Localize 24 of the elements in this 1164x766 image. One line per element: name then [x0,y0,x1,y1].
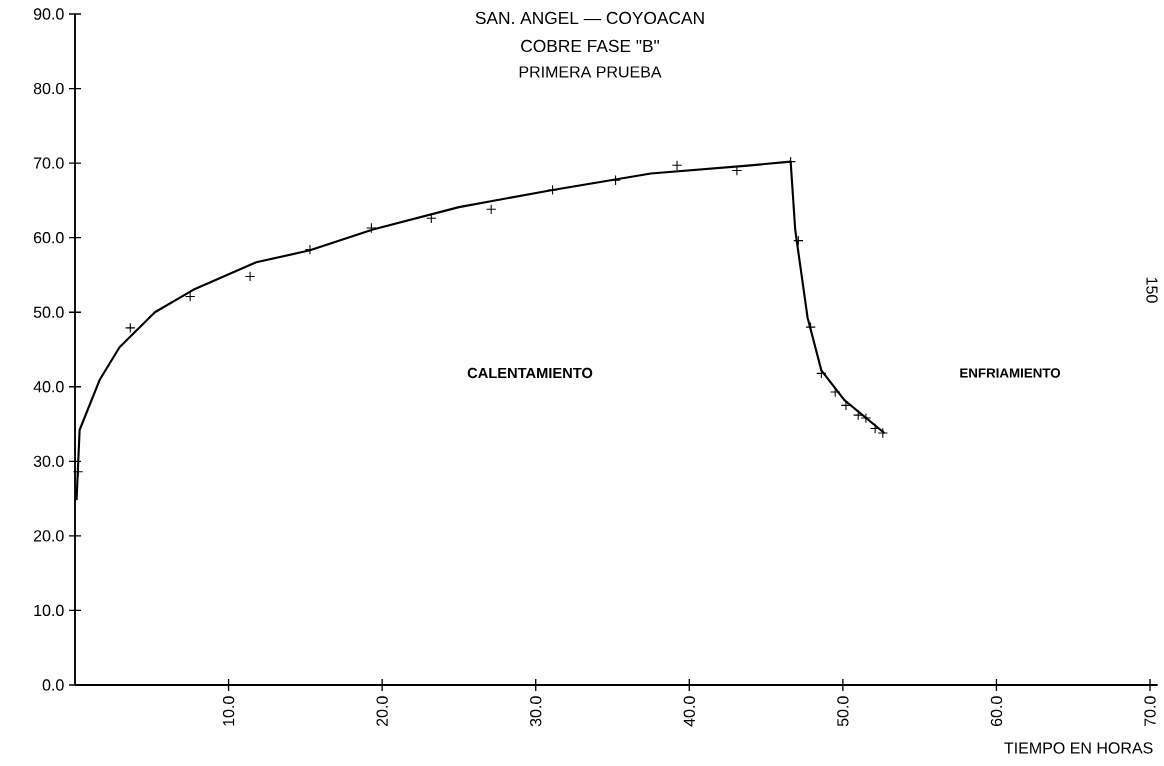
x-tick-label: 60.0 [990,696,1003,727]
y-tick-label: 10.0 [34,604,64,617]
y-tick-label: 40.0 [33,381,64,393]
x-axis-title: TIEMPO EN HORAS [1004,742,1153,754]
annotation: ENFRIAMIENTO [960,368,1061,378]
annotation: PRIMERA PRUEBA [519,66,662,78]
annotation: CALENTAMIENTO [467,367,593,379]
text: COBRE FASE "B" [521,39,659,53]
x-tick-label: 40.0 [683,696,695,727]
y-tick-label: 90.0 [33,8,64,20]
x-tick-label: 50.0 [837,696,849,727]
x-tick-label: 70.0 [1144,696,1156,727]
chart-title: SAN. ANGEL — COYOACAN [475,11,704,25]
x-tick-label: 20.0 [376,696,388,727]
y-tick-label: 70.0 [33,157,64,169]
y-tick-label: 60.0 [33,232,64,244]
y-tick-label: 30.0 [33,455,64,467]
x-tick-label: 30.0 [530,696,542,727]
y-tick-label: 50.0 [33,306,64,318]
annotation: 150 [1146,277,1158,303]
y-tick-label: 0.0 [42,679,64,691]
x-tick-label: 10.0 [222,696,235,726]
y-tick-label: 20.0 [33,530,64,542]
y-tick-label: 80.0 [33,82,64,95]
